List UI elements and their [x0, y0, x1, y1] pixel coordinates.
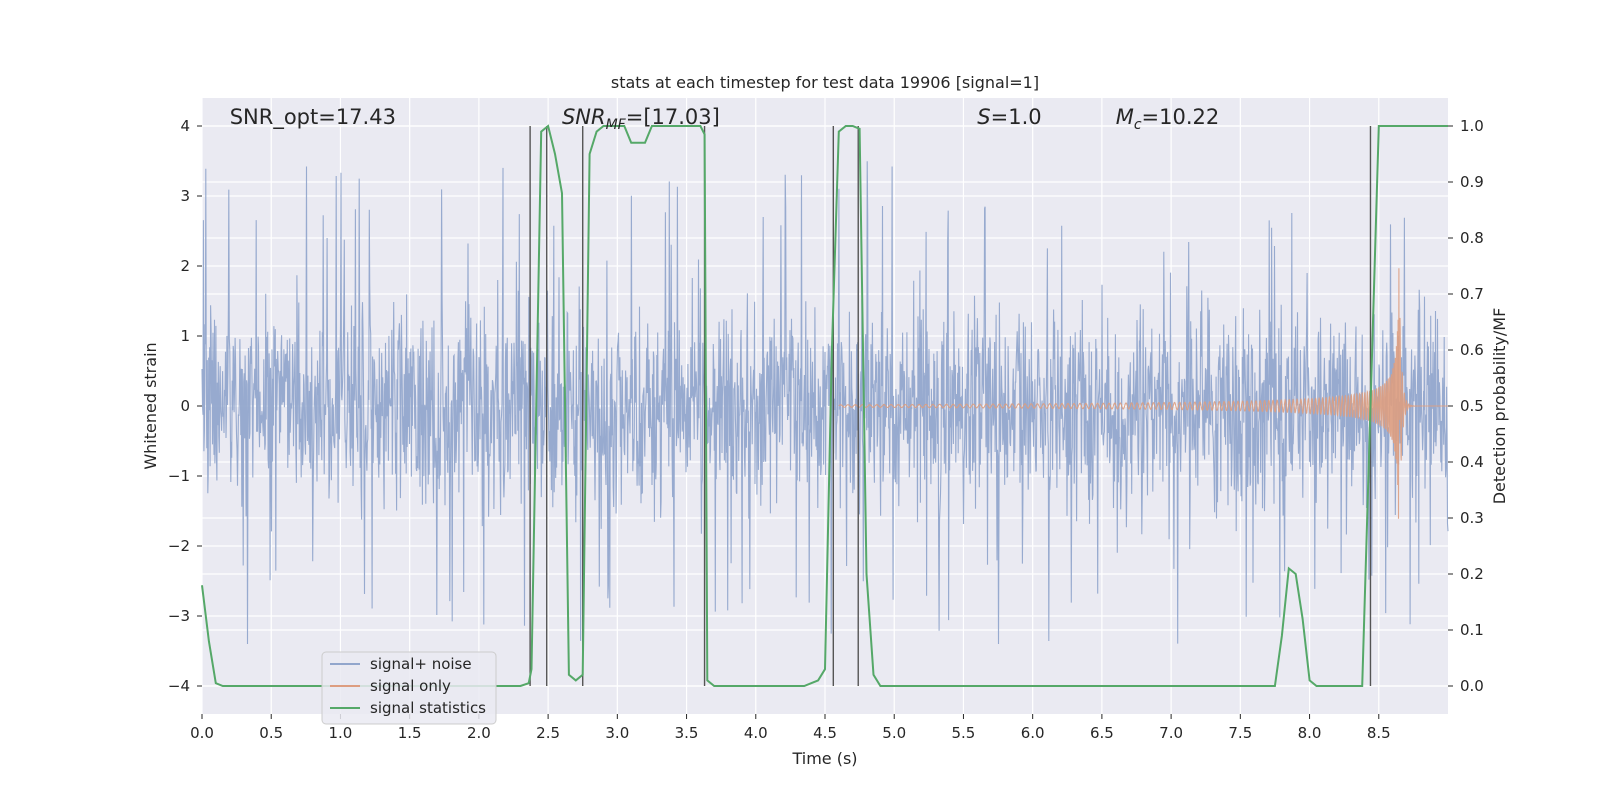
s-annotation: S=1.0	[977, 105, 1041, 129]
legend-box	[321, 651, 497, 725]
y-right-tick-label: 0.2	[1460, 565, 1484, 583]
x-tick-label: 8.0	[1298, 724, 1322, 742]
snr-opt-annotation: SNR_opt=17.43	[230, 105, 396, 130]
y-right-tick-label: 0.3	[1460, 509, 1484, 527]
y-left-tick-label: 0	[180, 397, 190, 415]
legend-label-signal-plus-noise: signal+ noise	[370, 655, 472, 673]
legend-label-signal-statistics: signal statistics	[370, 699, 486, 717]
x-tick-label: 3.5	[675, 724, 699, 742]
y-right-tick-label: 0.7	[1460, 285, 1484, 303]
y-left-tick-label: −4	[168, 677, 190, 695]
mc-annotation: Mc=10.22	[1116, 105, 1220, 133]
x-tick-label: 2.0	[467, 724, 491, 742]
y-right-tick-label: 0.8	[1460, 229, 1484, 247]
s-value: =1.0	[991, 105, 1042, 129]
x-tick-label: 4.5	[813, 724, 837, 742]
x-tick-label: 5.5	[952, 724, 976, 742]
y-left-tick-label: −3	[168, 607, 190, 625]
x-tick-label: 5.0	[882, 724, 906, 742]
legend: signal+ noise signal only signal statist…	[321, 651, 497, 725]
signal-plus-noise-line	[201, 161, 1449, 645]
tick-labels: 0.0 0.5 1.0 1.5 2.0 2.5 3.0 3.5 4.0 4.5 5.0 5.5 6.0 6…	[168, 117, 1484, 742]
y-left-tick-label: −2	[168, 537, 190, 555]
signal-only-line	[838, 268, 1448, 519]
snr-mf-subscript: MF	[606, 117, 627, 133]
y-left-tick-label: 2	[180, 257, 190, 275]
signal-statistics-line	[201, 124, 1448, 687]
snr-mf-value: =[17.03]	[626, 105, 720, 129]
y-axis-left-label: Whitened strain	[141, 342, 160, 469]
signal-only-series	[838, 268, 1448, 519]
y-right-tick-label: 1.0	[1460, 117, 1484, 135]
s-symbol: S	[977, 105, 990, 129]
snr-mf-symbol: SNR	[562, 105, 606, 129]
x-tick-label: 1.0	[329, 724, 353, 742]
x-tick-label: 2.5	[536, 724, 560, 742]
x-tick-label: 6.5	[1090, 724, 1114, 742]
x-tick-label: 7.5	[1228, 724, 1252, 742]
snr-mf-annotation: SNRMF=[17.03]	[562, 105, 720, 133]
x-tick-label: 1.5	[398, 724, 422, 742]
x-tick-label: 4.0	[744, 724, 768, 742]
y-left-tick-label: 3	[180, 187, 190, 205]
mc-symbol: M	[1116, 105, 1134, 129]
mc-subscript: c	[1134, 117, 1142, 133]
signal-statistics-series	[201, 124, 1448, 687]
annotations: SNR_opt=17.43 SNRMF=[17.03] S=1.0 Mc=10.…	[230, 105, 1220, 133]
x-tick-label: 6.0	[1021, 724, 1045, 742]
y-left-tick-label: 1	[180, 327, 190, 345]
x-tick-label: 0.5	[259, 724, 283, 742]
y-right-tick-label: 0.1	[1460, 621, 1484, 639]
signal-plus-noise-series	[201, 161, 1449, 645]
x-tick-label: 7.0	[1159, 724, 1183, 742]
x-axis-label: Time (s)	[791, 749, 857, 768]
y-left-tick-label: 4	[180, 117, 190, 135]
y-right-tick-label: 0.6	[1460, 341, 1484, 359]
mc-value: =10.22	[1142, 105, 1220, 129]
y-right-tick-label: 0.9	[1460, 173, 1484, 191]
x-tick-label: 3.0	[605, 724, 629, 742]
legend-label-signal-only: signal only	[370, 677, 451, 695]
y-axis-right-label: Detection probability/MF	[1490, 308, 1509, 505]
y-right-tick-label: 0.4	[1460, 453, 1484, 471]
x-tick-label: 8.5	[1367, 724, 1391, 742]
chart-title: stats at each timestep for test data 199…	[611, 73, 1039, 92]
y-left-tick-label: −1	[168, 467, 190, 485]
y-right-tick-label: 0.0	[1460, 677, 1484, 695]
y-right-tick-label: 0.5	[1460, 397, 1484, 415]
x-tick-label: 0.0	[190, 724, 214, 742]
